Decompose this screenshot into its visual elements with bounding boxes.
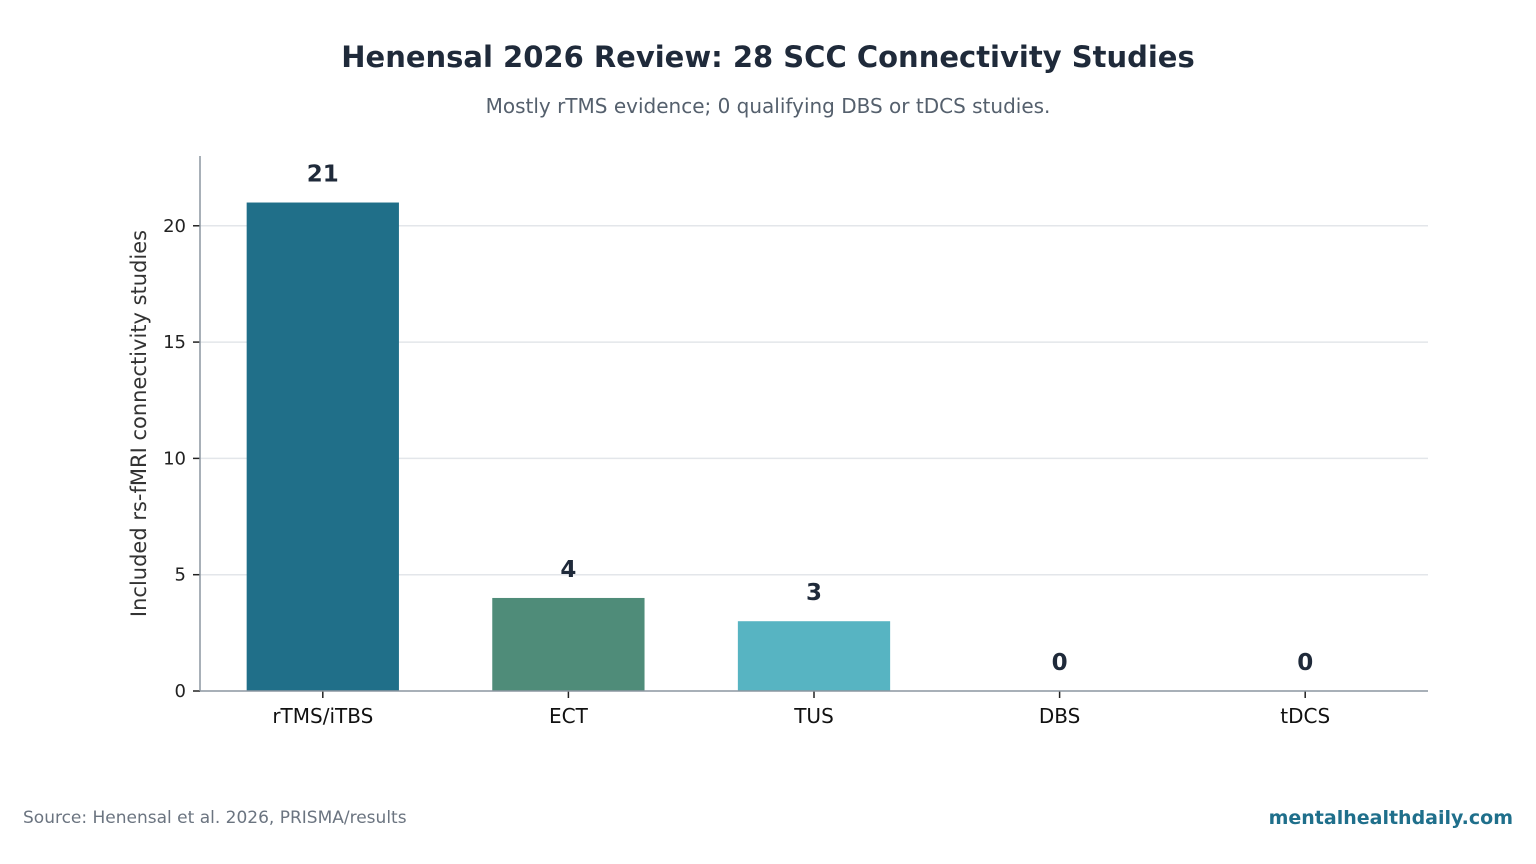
bars	[246, 202, 891, 692]
chart-title: Henensal 2026 Review: 28 SCC Connectivit…	[341, 40, 1195, 74]
y-tick-label: 10	[163, 448, 186, 469]
y-tick-label: 15	[163, 332, 186, 353]
x-tick-label: TUS	[793, 704, 834, 728]
x-tick-label: ECT	[549, 704, 589, 728]
source-note: Source: Henensal et al. 2026, PRISMA/res…	[23, 808, 407, 828]
data-label: 3	[806, 580, 822, 606]
data-label: 21	[307, 162, 339, 188]
brand-link[interactable]: mentalhealthdaily.com	[1268, 807, 1513, 829]
data-label: 0	[1297, 650, 1313, 676]
bar-tus	[737, 621, 891, 691]
x-tick-label: tDCS	[1280, 704, 1330, 728]
labels: 0 5 10 15 20 21 rTMS/iTBS 4 ECT 3 TUS 0 DBS 0 tDCS	[163, 162, 1330, 728]
bar-ect	[492, 597, 645, 691]
bar-rtms-itbs	[246, 202, 399, 692]
y-tick-label: 5	[175, 565, 186, 586]
axes	[193, 156, 1428, 698]
gridlines	[200, 225, 1428, 576]
chart-subtitle: Mostly rTMS evidence; 0 qualifying DBS o…	[485, 94, 1051, 118]
x-tick-label: rTMS/iTBS	[272, 704, 373, 728]
data-label: 4	[560, 557, 576, 583]
y-tick-label: 0	[175, 681, 186, 702]
y-tick-label: 20	[163, 216, 186, 237]
data-label: 0	[1052, 650, 1068, 676]
y-axis-label: Included rs-fMRI connectivity studies	[127, 230, 151, 617]
x-tick-label: DBS	[1039, 704, 1080, 728]
